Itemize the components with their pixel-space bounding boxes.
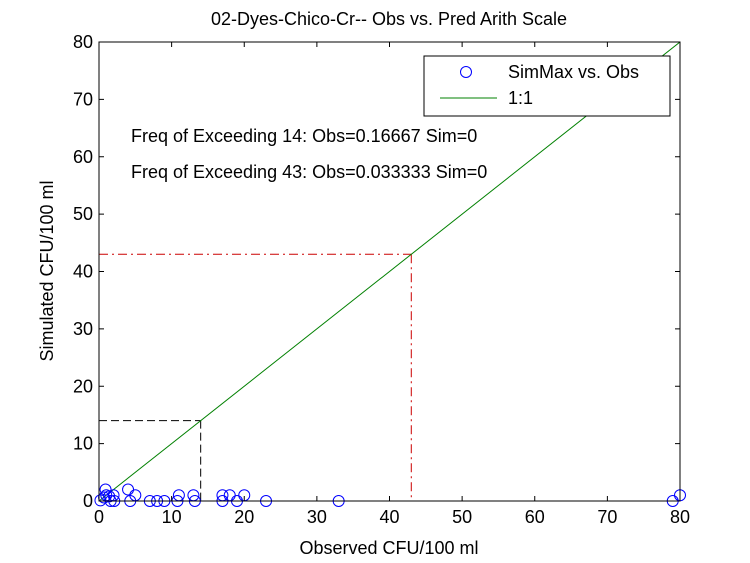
y-tick-label-40: 40 xyxy=(73,262,93,282)
legend: SimMax vs. Obs 1:1 xyxy=(423,55,671,117)
y-tick-label-20: 20 xyxy=(73,376,93,396)
y-tick-label-80: 80 xyxy=(73,32,93,52)
scatter-point-8 xyxy=(122,483,135,496)
y-axis: 0 10 20 30 40 50 60 70 80 xyxy=(73,32,680,511)
one-to-one-line xyxy=(98,41,681,502)
x-tick-label-20: 20 xyxy=(234,507,254,527)
x-axis: 0 10 20 30 40 50 60 70 80 xyxy=(94,42,690,527)
scatter-point-2 xyxy=(99,483,112,496)
annotation-exceed-14: Freq of Exceeding 14: Obs=0.16667 Sim=0 xyxy=(131,126,477,146)
legend-box xyxy=(423,55,671,117)
y-tick-label-60: 60 xyxy=(73,147,93,167)
y-tick-label-50: 50 xyxy=(73,204,93,224)
x-tick-label-30: 30 xyxy=(307,507,327,527)
x-tick-label-70: 70 xyxy=(597,507,617,527)
x-tick-label-80: 80 xyxy=(670,507,690,527)
legend-label-scatter: SimMax vs. Obs xyxy=(508,62,639,82)
x-tick-label-0: 0 xyxy=(94,507,104,527)
y-tick-label-70: 70 xyxy=(73,89,93,109)
x-tick-label-10: 10 xyxy=(162,507,182,527)
y-axis-title: Simulated CFU/100 ml xyxy=(37,180,57,361)
y-tick-label-30: 30 xyxy=(73,319,93,339)
legend-marker-circle xyxy=(460,66,472,78)
legend-label-line: 1:1 xyxy=(508,88,533,108)
chart-title: 02-Dyes-Chico-Cr-- Obs vs. Pred Arith Sc… xyxy=(211,9,567,29)
x-tick-label-40: 40 xyxy=(379,507,399,527)
x-tick-label-50: 50 xyxy=(452,507,472,527)
x-axis-title: Observed CFU/100 ml xyxy=(299,538,478,558)
reference-lines xyxy=(99,253,412,501)
annotation-exceed-43: Freq of Exceeding 43: Obs=0.033333 Sim=0 xyxy=(131,162,487,182)
series-lines xyxy=(98,41,681,502)
x-tick-label-60: 60 xyxy=(525,507,545,527)
y-tick-label-0: 0 xyxy=(83,491,93,511)
y-tick-label-10: 10 xyxy=(73,434,93,454)
